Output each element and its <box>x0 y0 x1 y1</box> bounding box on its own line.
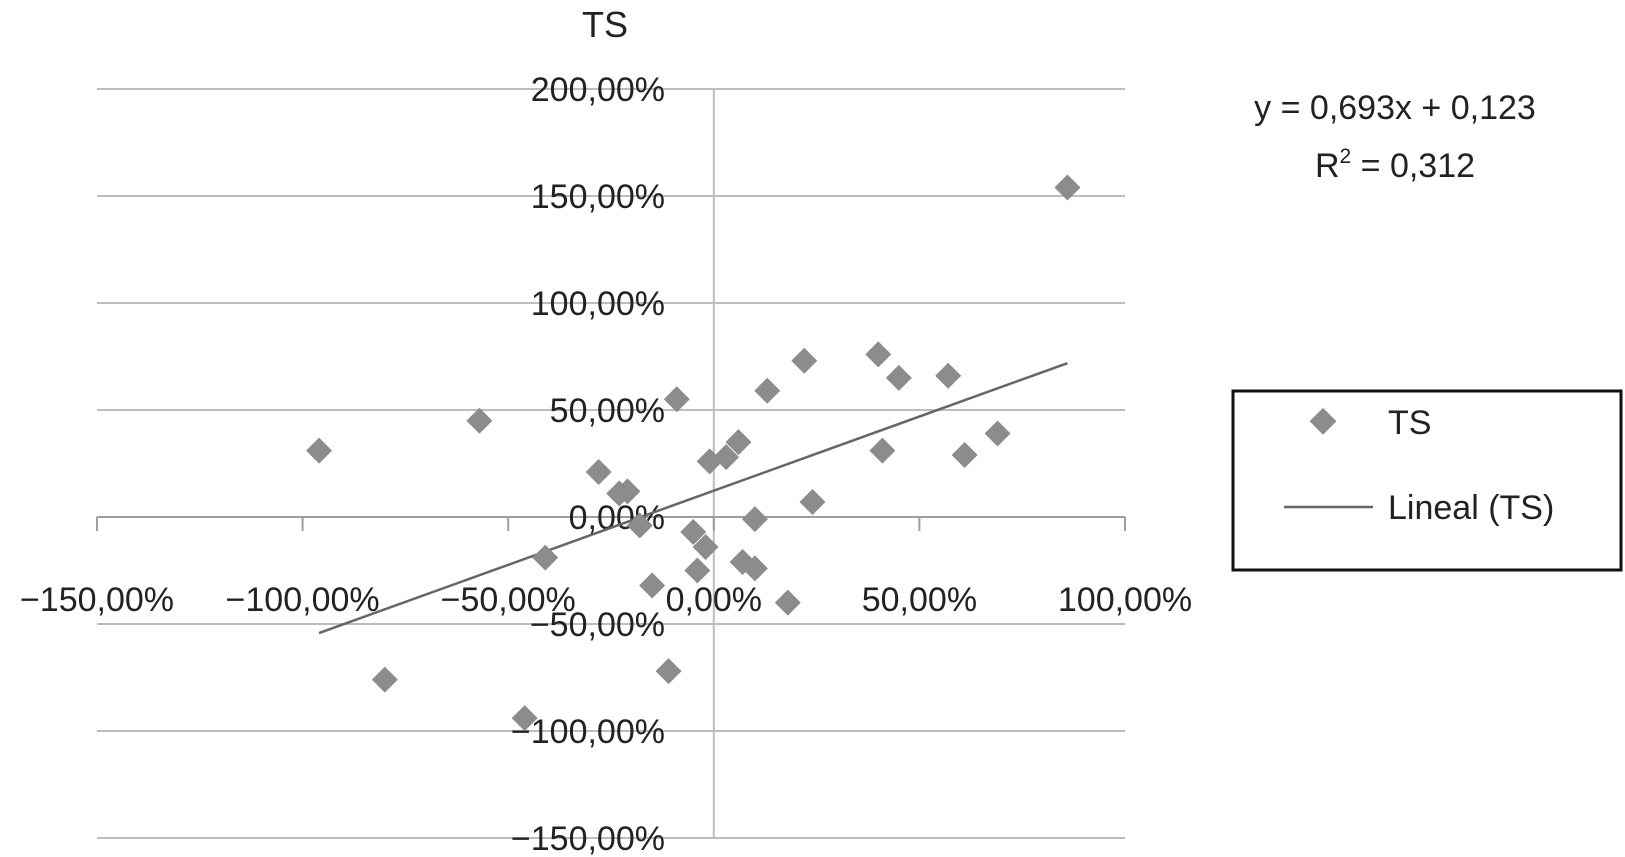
data-point-10 <box>656 658 682 684</box>
data-point-0 <box>306 438 332 464</box>
y-tick-label-2: −50,00% <box>530 606 665 644</box>
regression-equation: y = 0,693x + 0,123 <box>1254 89 1536 127</box>
y-tick-label-7: 200,00% <box>531 71 665 109</box>
r-squared-prefix: R <box>1315 147 1340 185</box>
r-squared-exponent: 2 <box>1340 145 1352 168</box>
r-squared-text: R2 = 0,312 <box>1315 145 1475 185</box>
data-point-25 <box>865 341 891 367</box>
y-tick-label-6: 150,00% <box>531 178 665 216</box>
data-point-20 <box>742 506 768 532</box>
chart-title: TS <box>582 4 628 45</box>
legend-label-lineal: Lineal (TS) <box>1388 489 1554 527</box>
data-point-24 <box>799 489 825 515</box>
data-point-13 <box>684 558 710 584</box>
x-tick-label-5: 100,00% <box>1058 581 1192 619</box>
data-point-28 <box>935 363 961 389</box>
data-point-27 <box>886 365 912 391</box>
data-point-23 <box>791 348 817 374</box>
data-point-9 <box>639 572 665 598</box>
data-point-30 <box>985 421 1011 447</box>
legend: TS Lineal (TS) <box>1233 391 1621 570</box>
data-points <box>306 174 1080 731</box>
data-point-5 <box>586 459 612 485</box>
data-point-21 <box>754 378 780 404</box>
y-tick-label-4: 50,00% <box>550 392 665 430</box>
data-point-29 <box>952 442 978 468</box>
x-tick-label-0: −150,00% <box>20 581 174 619</box>
regression-annotation: y = 0,693x + 0,123 R2 = 0,312 <box>1254 89 1536 185</box>
data-point-26 <box>869 438 895 464</box>
y-tick-label-3: 0,00% <box>569 499 665 537</box>
x-tick-label-3: 0,00% <box>666 581 762 619</box>
data-point-1 <box>372 667 398 693</box>
y-tick-labels: −150,00%−100,00%−50,00%0,00%50,00%100,00… <box>511 71 665 857</box>
r-squared-value: = 0,312 <box>1351 147 1475 185</box>
legend-label-ts: TS <box>1388 404 1431 442</box>
data-point-2 <box>466 408 492 434</box>
y-tick-label-5: 100,00% <box>531 285 665 323</box>
y-tick-label-0: −150,00% <box>511 820 665 857</box>
x-tick-label-4: 50,00% <box>862 581 977 619</box>
x-tick-label-1: −100,00% <box>226 581 380 619</box>
data-point-11 <box>664 386 690 412</box>
data-point-22 <box>775 590 801 616</box>
